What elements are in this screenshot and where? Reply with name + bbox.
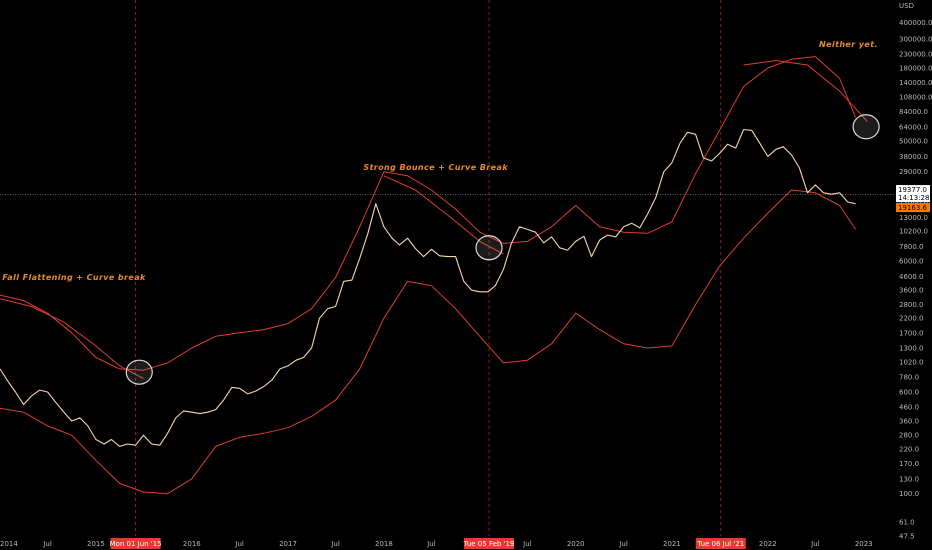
y-tick-label: 180000.0	[899, 65, 932, 73]
price-line	[0, 128, 856, 447]
price-labels[interactable]: 19377.014:13:28 19163.6	[896, 185, 930, 213]
highlight-circles	[125, 114, 880, 385]
highlight-circle-3	[852, 114, 880, 140]
y-tick-label: 84000.0	[899, 108, 928, 116]
x-tick-label: 2020	[567, 540, 585, 548]
x-tick-label: 2018	[375, 540, 393, 548]
y-tick-label: 47.5	[899, 533, 915, 541]
price-label-box-2	[896, 193, 930, 203]
highlight-circle-2	[475, 235, 503, 261]
x-tick-label: Jul	[42, 540, 52, 548]
y-tick-label: 220.0	[899, 445, 919, 453]
y-tick-label: 61.0	[899, 518, 915, 526]
y-tick-label: 38000.0	[899, 153, 928, 161]
y-tick-label: 1020.0	[899, 358, 924, 366]
y-tick-label: 400000.0	[899, 19, 932, 27]
highlight-circle-1	[125, 359, 153, 385]
y-tick-label: 64000.0	[899, 123, 928, 131]
price-label-box-1	[896, 185, 930, 195]
curve-line-3	[743, 60, 868, 123]
y-tick-label: 50000.0	[899, 137, 928, 145]
x-tick-label: 2016	[183, 540, 201, 548]
x-tick-label: Jul	[522, 540, 532, 548]
y-tick-label: 108000.0	[899, 94, 932, 102]
y-tick-label: 29000.0	[899, 168, 928, 176]
y-tick-label: 170.0	[899, 460, 919, 468]
y-tick-label: 230000.0	[899, 51, 932, 59]
y-tick-label: 460.0	[899, 404, 919, 412]
y-tick-label: 140000.0	[899, 79, 932, 87]
date-marker-badge-2	[464, 538, 515, 549]
x-tick-label: 2015	[87, 540, 105, 548]
x-tick-label: 2021	[663, 540, 681, 548]
date-marker-badge-1	[110, 538, 161, 549]
lower-band-line	[0, 189, 857, 495]
y-tick-label: 100.0	[899, 490, 919, 498]
price-label-box-3	[896, 203, 930, 213]
curve-line-1	[0, 298, 144, 379]
y-tick-label: 280.0	[899, 432, 919, 440]
y-tick-label: 17000.0	[899, 199, 928, 207]
x-tick-label: 2014	[0, 540, 18, 548]
x-tick-label: 2022	[759, 540, 777, 548]
y-tick-label: 300000.0	[899, 36, 932, 44]
date-marker-label-1: Mon 01 Jun '15	[110, 540, 162, 548]
annotation-2: Strong Bounce + Curve Break	[363, 163, 508, 172]
date-marker-badge-3	[695, 538, 746, 549]
y-tick-label: 1300.0	[899, 345, 924, 353]
series-layer	[0, 56, 868, 495]
curve-line-2	[383, 175, 504, 255]
price-label-2: 14:13:28	[898, 194, 929, 202]
date-marker-lines	[135, 0, 722, 536]
y-tick-label: 6000.0	[899, 258, 924, 266]
y-tick-label: 360.0	[899, 417, 919, 425]
x-tick-label: 2017	[279, 540, 297, 548]
x-tick-label: Jul	[618, 540, 628, 548]
price-label-3: 19163.6	[898, 204, 927, 212]
date-marker-label-3: Tue 06 Jul '21	[696, 540, 744, 548]
y-tick-label: 600.0	[899, 388, 919, 396]
x-tick-label: 2023	[855, 540, 873, 548]
date-marker-label-2: Tue 05 Feb '19	[463, 540, 515, 548]
y-tick-label: 2200.0	[899, 315, 924, 323]
x-tick-label: Jul	[810, 540, 820, 548]
y-unit-label: USD	[899, 2, 914, 10]
y-tick-label: 3600.0	[899, 287, 924, 295]
y-tick-label: 130.0	[899, 475, 919, 483]
y-tick-label: 13000.0	[899, 214, 928, 222]
x-tick-label: Jul	[330, 540, 340, 548]
y-tick-label: 10200.0	[899, 228, 928, 236]
price-label-1: 19377.0	[898, 186, 927, 194]
annotation-1: Fall Flattening + Curve break	[2, 273, 146, 282]
y-tick-label: 2800.0	[899, 301, 924, 309]
x-tick-label: Jul	[426, 540, 436, 548]
annotations: Fall Flattening + Curve break Strong Boun…	[2, 40, 878, 282]
y-tick-label: 780.0	[899, 374, 919, 382]
annotation-3: Neither yet.	[819, 40, 878, 49]
upper-band-line	[0, 56, 857, 371]
y-tick-label: 4600.0	[899, 273, 924, 281]
y-tick-label: 1700.0	[899, 329, 924, 337]
y-tick-label: 7800.0	[899, 243, 924, 251]
y-axis: USD 400000.0 300000.0 230000.0 180000.0 1400…	[895, 0, 932, 550]
x-tick-label: Jul	[234, 540, 244, 548]
x-axis: 2014 Jul 2015 2016 Jul 2017 Jul 2018 Jul Jul 2020 J…	[0, 537, 895, 550]
